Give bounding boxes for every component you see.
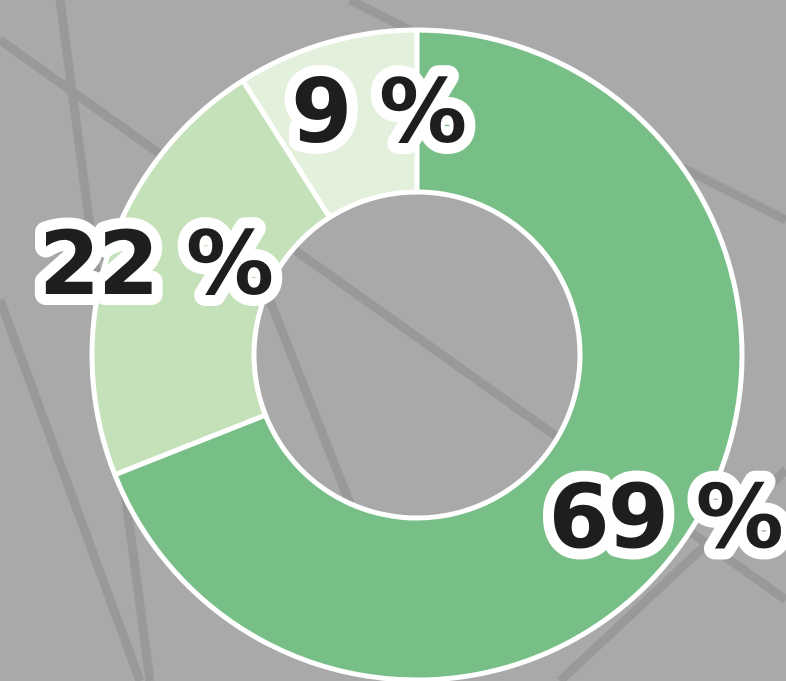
data-label: 9 % [291, 60, 465, 163]
slices [89, 27, 745, 681]
data-label: 22 % [39, 212, 272, 315]
slice [89, 78, 333, 478]
data-label: 69 % [548, 466, 781, 569]
labels: 69 % 22 %9 % [28, 49, 786, 579]
slice [240, 27, 420, 220]
slice [112, 27, 745, 681]
